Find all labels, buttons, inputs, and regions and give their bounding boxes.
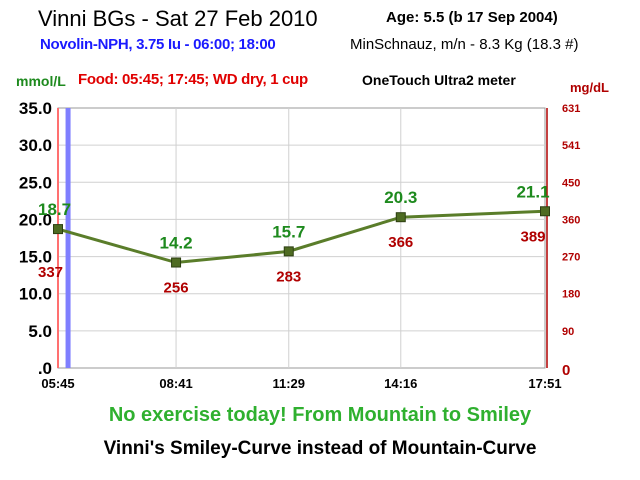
insulin-time-marker (65, 108, 71, 368)
y-tick-label: 20.0 (19, 210, 52, 229)
y2-tick-label: 0 (562, 362, 570, 379)
data-point (395, 212, 406, 223)
mmol-data-label: 18.7 (38, 200, 71, 219)
mgdl-data-label: 389 (520, 228, 545, 245)
dog-info: MinSchnauz, m/n - 8.3 Kg (18.3 #) (350, 36, 579, 53)
y2-tick-label: 450 (562, 177, 580, 189)
data-point (283, 246, 294, 257)
age-info: Age: 5.5 (b 17 Sep 2004) (386, 9, 558, 26)
x-tick-label: 11:29 (272, 376, 305, 391)
y2-tick-label: 270 (562, 252, 580, 264)
y2-tick-label: 90 (562, 326, 574, 338)
mmol-data-label: 20.3 (384, 188, 417, 207)
bg-chart: 35.0 631 30.0 541 25.0 450 20.0 360 15.0 270 10.0 1… (16, 73, 609, 391)
y-tick-label: 30.0 (19, 136, 52, 155)
y2-tick-label: 180 (562, 289, 580, 301)
y2-tick-label: 360 (562, 214, 580, 226)
mgdl-data-label: 366 (388, 234, 413, 251)
y-tick-label: 35.0 (19, 99, 52, 118)
y-tick-label: 5.0 (28, 322, 52, 341)
data-point (540, 206, 550, 217)
meter-info: OneTouch Ultra2 meter (362, 72, 516, 88)
y-axis-title: mmol/L (16, 73, 66, 89)
mmol-data-label: 14.2 (160, 234, 193, 253)
x-tick-label: 17:51 (528, 376, 561, 391)
y-tick-label: 10.0 (19, 285, 52, 304)
mgdl-data-label: 337 (38, 264, 63, 281)
mmol-data-label: 15.7 (272, 222, 305, 241)
chart-title: Vinni BGs - Sat 27 Feb 2010 (38, 6, 318, 31)
plot-area (57, 107, 546, 369)
x-tick-label: 08:41 (159, 376, 192, 391)
data-point (53, 224, 63, 235)
y-tick-label: 15.0 (19, 248, 52, 267)
x-tick-label: 05:45 (41, 376, 74, 391)
y2-tick-label: 541 (562, 140, 580, 152)
data-point (171, 257, 182, 268)
mgdl-data-label: 256 (164, 280, 189, 297)
food-info: Food: 05:45; 17:45; WD dry, 1 cup (78, 71, 308, 88)
mgdl-data-label: 283 (276, 268, 301, 285)
y-tick-label: 25.0 (19, 173, 52, 192)
insulin-info: Novolin-NPH, 3.75 Iu - 06:00; 18:00 (40, 36, 276, 53)
mmol-data-label: 21.1 (516, 182, 549, 201)
curve-note: Vinni's Smiley-Curve instead of Mountain… (103, 438, 537, 459)
y2-axis-title: mg/dL (570, 80, 609, 95)
x-tick-label: 14:16 (384, 376, 417, 391)
y2-tick-label: 631 (562, 103, 580, 115)
exercise-note: No exercise today! From Mountain to Smil… (108, 404, 532, 426)
y-tick-label: .0 (38, 359, 52, 378)
